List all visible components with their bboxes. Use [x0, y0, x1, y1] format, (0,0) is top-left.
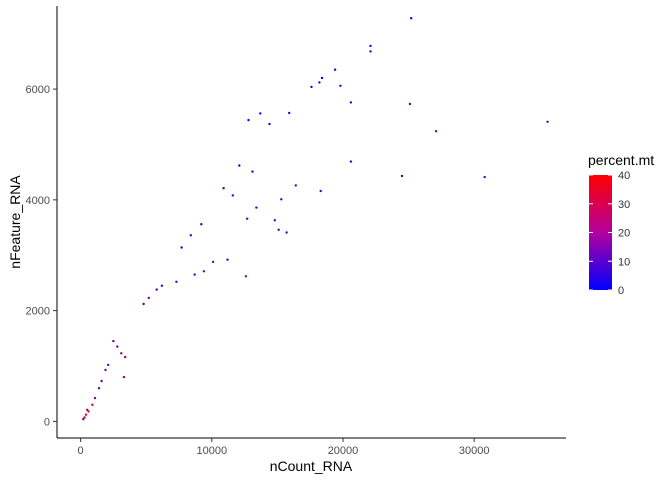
data-point [142, 302, 145, 306]
legend-title: percent.mt [588, 152, 654, 168]
data-point [82, 418, 85, 421]
data-point [318, 81, 321, 84]
data-point [231, 194, 234, 197]
data-point [349, 101, 353, 104]
legend-tick-label: 0 [618, 285, 624, 297]
legend-tick-label: 10 [618, 256, 630, 268]
x-tick-label: 10000 [197, 445, 228, 457]
data-point [410, 17, 413, 20]
data-point [483, 175, 486, 179]
y-tick-label: 6000 [26, 84, 50, 96]
data-point [93, 396, 97, 400]
data-point [100, 379, 103, 383]
legend-ticks: 0 10 20 30 40 [589, 170, 630, 297]
data-point [251, 170, 254, 173]
data-point [310, 85, 313, 89]
data-point [180, 246, 183, 249]
data-point [246, 217, 249, 220]
data-point [408, 102, 412, 106]
legend-tick-label: 30 [618, 199, 630, 211]
x-tick-label: 0 [78, 445, 84, 457]
data-point [226, 258, 229, 261]
data-point [200, 223, 203, 226]
data-point [247, 118, 250, 122]
y-ticks: 0 2000 4000 6000 [26, 84, 57, 428]
data-point [546, 120, 549, 124]
data-point [222, 187, 225, 190]
data-point [211, 260, 215, 264]
data-point [273, 219, 276, 222]
data-point [124, 355, 127, 359]
y-tick-label: 0 [44, 416, 50, 428]
x-tick-label: 20000 [328, 445, 359, 457]
data-point [259, 112, 262, 115]
data-point [116, 345, 119, 348]
data-point [84, 413, 88, 416]
data-point [112, 339, 115, 343]
data-point [280, 198, 283, 201]
data-point [294, 184, 297, 187]
data-point [268, 122, 271, 126]
data-point [238, 164, 241, 167]
data-point [244, 275, 248, 278]
x-axis-title: nCount_RNA [270, 458, 353, 474]
data-point [277, 228, 280, 231]
data-point [339, 84, 342, 88]
data-point [255, 206, 258, 209]
data-point [369, 44, 372, 48]
data-point [160, 284, 164, 287]
data-point [285, 231, 288, 234]
data-point [91, 403, 94, 406]
data-point [349, 160, 353, 163]
y-tick-label: 4000 [26, 195, 50, 207]
data-point [87, 410, 90, 413]
data-point [86, 408, 89, 411]
data-point [193, 273, 196, 276]
legend-tick-label: 20 [618, 228, 630, 240]
data-point [320, 76, 324, 80]
points-layer [82, 17, 549, 421]
color-legend: percent.mt 0 10 20 30 40 [588, 152, 654, 297]
y-axis-title: nFeature_RNA [7, 175, 23, 269]
data-point [434, 130, 438, 133]
data-point [400, 174, 404, 178]
data-point [104, 368, 107, 372]
data-point [122, 375, 126, 379]
data-point [83, 416, 86, 419]
x-tick-label: 30000 [459, 445, 490, 457]
data-point [189, 234, 192, 237]
data-point [333, 68, 337, 71]
data-point [107, 363, 110, 367]
x-ticks: 0 10000 20000 30000 [78, 438, 490, 457]
legend-tick-label: 40 [618, 170, 630, 182]
data-point [175, 280, 178, 283]
data-point [202, 270, 206, 273]
data-point [97, 387, 101, 390]
data-point [369, 50, 372, 53]
data-point [288, 111, 291, 115]
data-point [147, 296, 150, 300]
data-point [155, 288, 158, 291]
data-point [319, 189, 322, 193]
legend-colorbar [589, 175, 612, 290]
y-tick-label: 2000 [26, 306, 50, 318]
data-point [120, 352, 123, 355]
